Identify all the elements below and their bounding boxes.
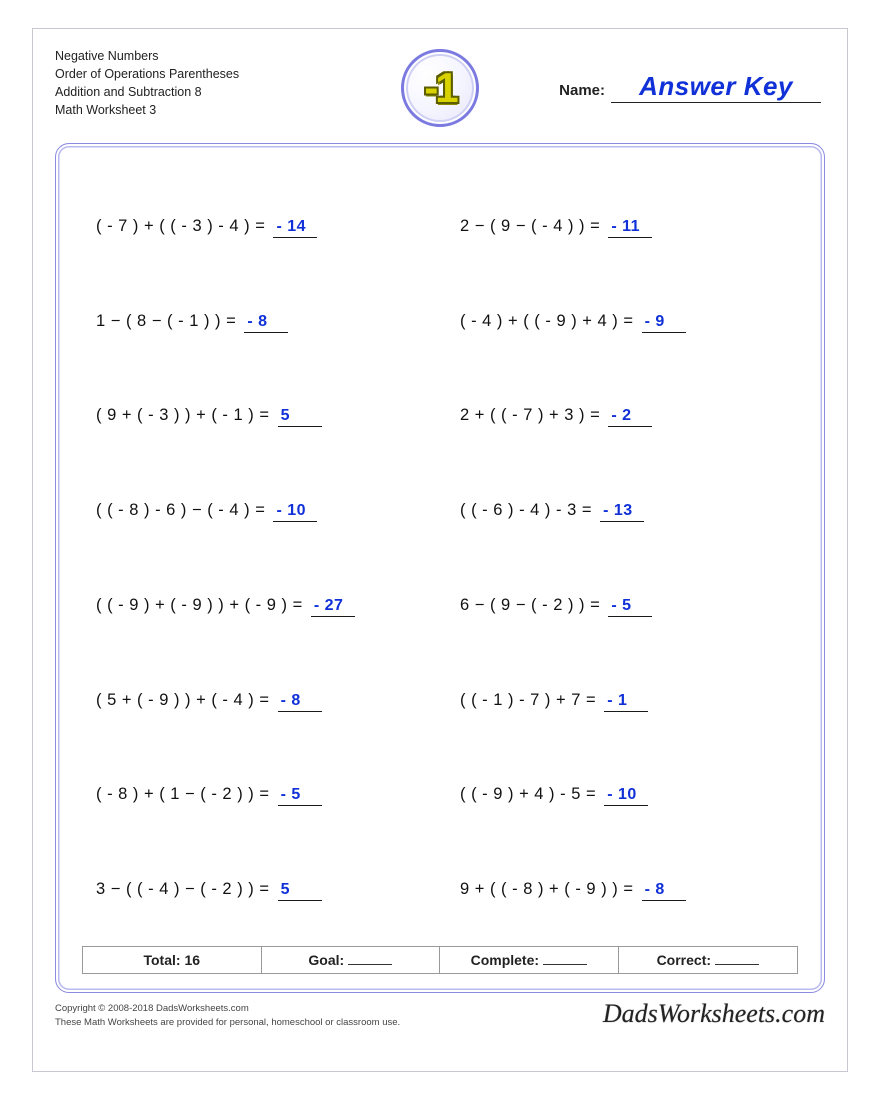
header-info: Negative Numbers Order of Operations Par… — [55, 47, 335, 120]
content-box: ( - 7 ) + ( ( - 3 ) - 4 ) = - 14 2 − ( 9 … — [55, 143, 825, 993]
answer-value: - 9 — [645, 313, 665, 330]
answer-line: - 5 — [608, 596, 652, 617]
problem: ( - 7 ) + ( ( - 3 ) - 4 ) = - 14 — [82, 217, 434, 238]
score-blank — [543, 954, 587, 965]
copyright-line: Copyright © 2008-2018 DadsWorksheets.com — [55, 1002, 400, 1015]
copyright: Copyright © 2008-2018 DadsWorksheets.com… — [55, 1002, 400, 1029]
problem: 2 + ( ( - 7 ) + 3 ) = - 2 — [446, 406, 798, 427]
problem: 6 − ( 9 − ( - 2 ) ) = - 5 — [446, 596, 798, 617]
answer-value: - 27 — [314, 597, 344, 614]
answer-value: - 2 — [611, 407, 631, 424]
answer-line: - 27 — [311, 596, 355, 617]
answer-value: - 8 — [645, 881, 665, 898]
brand-logo: DadsWorksheets.com — [603, 999, 825, 1029]
answer-value: - 10 — [607, 786, 637, 803]
answer-value: - 11 — [611, 218, 640, 235]
problem-expression: 2 + ( ( - 7 ) + 3 ) = — [460, 406, 605, 425]
logo-circle-icon: -1 — [401, 49, 479, 127]
score-goal-label: Goal: — [308, 952, 344, 968]
problem-expression: 6 − ( 9 − ( - 2 ) ) = — [460, 596, 605, 615]
answer-line: - 14 — [273, 217, 317, 238]
problem: ( ( - 9 ) + ( - 9 ) ) + ( - 9 ) = - 27 — [82, 596, 434, 617]
score-complete-label: Complete: — [471, 952, 539, 968]
problems-grid: ( - 7 ) + ( ( - 3 ) - 4 ) = - 14 2 − ( 9 … — [82, 180, 798, 938]
name-label: Name: — [559, 82, 605, 99]
worksheet-page: Negative Numbers Order of Operations Par… — [32, 28, 848, 1072]
answer-line: - 5 — [278, 785, 322, 806]
answer-line: - 10 — [273, 501, 317, 522]
problem-expression: ( ( - 8 ) - 6 ) − ( - 4 ) = — [96, 501, 270, 520]
header: Negative Numbers Order of Operations Par… — [55, 47, 825, 137]
problem-expression: 1 − ( 8 − ( - 1 ) ) = — [96, 312, 241, 331]
score-blank — [715, 954, 759, 965]
footer: Copyright © 2008-2018 DadsWorksheets.com… — [55, 999, 825, 1029]
answer-line: - 9 — [642, 312, 686, 333]
score-total: Total: 16 — [83, 947, 262, 973]
answer-value: - 14 — [276, 218, 306, 235]
answer-line: 5 — [278, 880, 322, 901]
problem: ( ( - 8 ) - 6 ) − ( - 4 ) = - 10 — [82, 501, 434, 522]
score-correct-label: Correct: — [657, 952, 711, 968]
problem-expression: ( - 4 ) + ( ( - 9 ) + 4 ) = — [460, 312, 639, 331]
problem-expression: ( ( - 6 ) - 4 ) - 3 = — [460, 501, 597, 520]
problem: 3 − ( ( - 4 ) − ( - 2 ) ) = 5 — [82, 880, 434, 901]
answer-value: - 1 — [607, 692, 627, 709]
answer-value: - 8 — [281, 692, 301, 709]
problem: ( ( - 9 ) + 4 ) - 5 = - 10 — [446, 785, 798, 806]
problem: ( - 4 ) + ( ( - 9 ) + 4 ) = - 9 — [446, 312, 798, 333]
answer-line: - 1 — [604, 691, 648, 712]
copyright-line: These Math Worksheets are provided for p… — [55, 1016, 400, 1029]
problem-expression: ( - 8 ) + ( 1 − ( - 2 ) ) = — [96, 785, 275, 804]
answer-value: 5 — [281, 407, 290, 424]
score-correct: Correct: — [619, 947, 798, 973]
name-field: Name: Answer Key — [559, 71, 821, 103]
problem: 9 + ( ( - 8 ) + ( - 9 ) ) = - 8 — [446, 880, 798, 901]
problem: 2 − ( 9 − ( - 4 ) ) = - 11 — [446, 217, 798, 238]
problem: ( ( - 6 ) - 4 ) - 3 = - 13 — [446, 501, 798, 522]
name-line: Answer Key — [611, 71, 821, 103]
problem-expression: ( ( - 9 ) + ( - 9 ) ) + ( - 9 ) = — [96, 596, 308, 615]
problem-expression: ( ( - 1 ) - 7 ) + 7 = — [460, 691, 601, 710]
problem-expression: ( 5 + ( - 9 ) ) + ( - 4 ) = — [96, 691, 275, 710]
name-value: Answer Key — [639, 71, 793, 101]
score-row: Total: 16 Goal: Complete: Correct: — [82, 946, 798, 974]
answer-value: - 5 — [281, 786, 301, 803]
answer-line: - 10 — [604, 785, 648, 806]
score-blank — [348, 954, 392, 965]
answer-value: - 5 — [611, 597, 631, 614]
problem-expression: 9 + ( ( - 8 ) + ( - 9 ) ) = — [460, 880, 639, 899]
score-complete: Complete: — [440, 947, 619, 973]
answer-line: 5 — [278, 406, 322, 427]
answer-value: - 13 — [603, 502, 633, 519]
problem: ( 5 + ( - 9 ) ) + ( - 4 ) = - 8 — [82, 691, 434, 712]
answer-line: - 13 — [600, 501, 644, 522]
header-line: Math Worksheet 3 — [55, 101, 335, 119]
answer-line: - 8 — [278, 691, 322, 712]
answer-line: - 8 — [642, 880, 686, 901]
answer-value: - 10 — [276, 502, 306, 519]
logo-text: -1 — [424, 64, 455, 112]
problem: ( - 8 ) + ( 1 − ( - 2 ) ) = - 5 — [82, 785, 434, 806]
problem-expression: 3 − ( ( - 4 ) − ( - 2 ) ) = — [96, 880, 275, 899]
problem-expression: 2 − ( 9 − ( - 4 ) ) = — [460, 217, 605, 236]
problem: 1 − ( 8 − ( - 1 ) ) = - 8 — [82, 312, 434, 333]
problem-expression: ( 9 + ( - 3 ) ) + ( - 1 ) = — [96, 406, 275, 425]
answer-line: - 2 — [608, 406, 652, 427]
header-line: Addition and Subtraction 8 — [55, 83, 335, 101]
answer-value: 5 — [281, 881, 290, 898]
score-goal: Goal: — [262, 947, 441, 973]
problem-expression: ( - 7 ) + ( ( - 3 ) - 4 ) = — [96, 217, 270, 236]
answer-value: - 8 — [247, 313, 267, 330]
header-line: Negative Numbers — [55, 47, 335, 65]
logo: -1 — [401, 49, 479, 127]
problem: ( 9 + ( - 3 ) ) + ( - 1 ) = 5 — [82, 406, 434, 427]
answer-line: - 8 — [244, 312, 288, 333]
problem-expression: ( ( - 9 ) + 4 ) - 5 = — [460, 785, 601, 804]
problem: ( ( - 1 ) - 7 ) + 7 = - 1 — [446, 691, 798, 712]
header-line: Order of Operations Parentheses — [55, 65, 335, 83]
answer-line: - 11 — [608, 217, 652, 238]
